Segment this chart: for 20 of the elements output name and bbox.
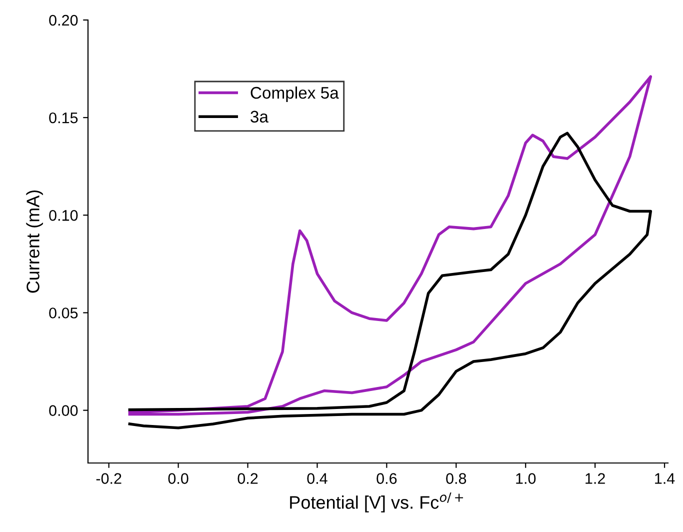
legend-label: Complex 5a [250,86,339,102]
x-tick-label: 0.2 [238,473,258,484]
y-tick-label: 0.10 [49,210,78,221]
y-tick-label: 0.15 [49,112,78,124]
line-series [128,132,652,430]
legend-label: 3a [250,110,268,123]
y-axis-title: Current (mA) [26,190,43,293]
y-tick-label: 0.20 [49,14,78,26]
y-tick-label: 0.05 [49,308,78,318]
x-tick-label: 0.8 [446,473,466,484]
x-tick-label: 1.2 [586,473,605,484]
x-tick-label: 0.4 [307,473,328,484]
line-series [128,75,652,416]
x-tick-label: 1.0 [516,473,536,484]
x-tick-label: -0.2 [96,473,122,484]
y-tick-label: 0.00 [49,405,78,416]
x-tick-label: 0.0 [168,473,188,484]
x-tick-label: 0.6 [376,473,397,484]
x-axis-title: Potential [V] vs. Fc$^{o/+}$ [290,492,464,512]
x-tick-label: 1.4 [655,473,675,484]
